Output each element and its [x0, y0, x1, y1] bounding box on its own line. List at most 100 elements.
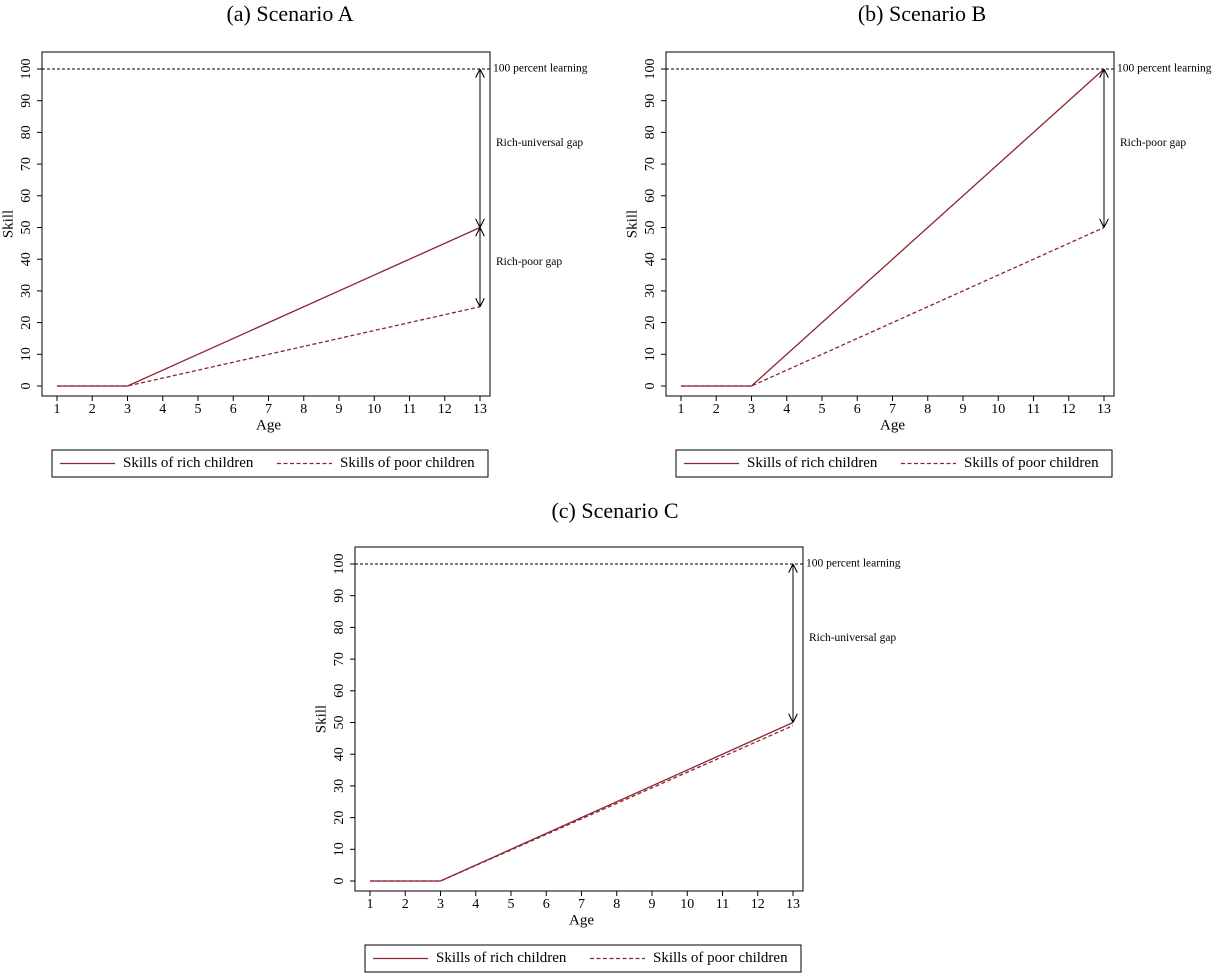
reference-label: 100 percent learning — [806, 558, 901, 570]
y-tick-label: 90 — [19, 94, 34, 108]
y-tick-label: 0 — [19, 383, 34, 390]
y-tick-label: 20 — [19, 316, 34, 330]
x-axis-label: Age — [880, 417, 905, 433]
gap-label: Rich-poor gap — [1120, 137, 1186, 149]
x-axis-label: Age — [569, 912, 594, 928]
x-tick-label: 12 — [1062, 402, 1076, 417]
y-tick-label: 50 — [332, 716, 347, 730]
x-tick-label: 1 — [367, 897, 374, 912]
x-tick-label: 6 — [854, 402, 861, 417]
plot-frame — [354, 546, 804, 892]
panel-title: (b) Scenario B — [858, 1, 986, 26]
y-tick-label: 30 — [332, 779, 347, 793]
series-line — [370, 721, 794, 882]
y-tick-label: 90 — [332, 589, 347, 603]
x-tick-label: 4 — [159, 402, 166, 417]
y-tick-label: 70 — [19, 157, 34, 171]
legend-box — [51, 449, 489, 478]
x-tick-label: 3 — [748, 402, 755, 417]
x-tick-label: 9 — [960, 402, 967, 417]
series-line — [57, 306, 481, 387]
x-tick-label: 6 — [230, 402, 237, 417]
gap-label: Rich-universal gap — [496, 137, 583, 149]
x-tick-label: 5 — [195, 402, 202, 417]
y-tick-label: 10 — [643, 347, 658, 361]
x-tick-label: 5 — [508, 897, 515, 912]
x-axis-label: Age — [256, 417, 281, 433]
x-tick-label: 13 — [473, 402, 487, 417]
reference-label: 100 percent learning — [493, 63, 588, 75]
x-tick-label: 13 — [1097, 402, 1111, 417]
x-tick-label: 2 — [89, 402, 96, 417]
y-tick-label: 60 — [332, 684, 347, 698]
x-tick-label: 11 — [1027, 402, 1040, 417]
x-tick-label: 9 — [336, 402, 343, 417]
y-tick-label: 40 — [332, 747, 347, 761]
series-line — [681, 226, 1105, 387]
y-tick-label: 80 — [332, 620, 347, 634]
y-tick-label: 50 — [643, 221, 658, 235]
x-tick-label: 11 — [716, 897, 729, 912]
x-tick-label: 8 — [300, 402, 307, 417]
x-tick-label: 10 — [367, 402, 381, 417]
x-tick-label: 8 — [924, 402, 931, 417]
x-tick-label: 7 — [889, 402, 896, 417]
x-tick-label: 9 — [649, 897, 656, 912]
y-tick-label: 100 — [19, 59, 34, 80]
y-tick-label: 30 — [19, 284, 34, 298]
x-tick-label: 1 — [54, 402, 61, 417]
legend-label: Skills of poor children — [964, 455, 1099, 471]
x-tick-label: 10 — [680, 897, 694, 912]
legend-label: Skills of poor children — [340, 455, 475, 471]
x-tick-label: 1 — [678, 402, 685, 417]
panel-title: (a) Scenario A — [226, 1, 353, 26]
y-tick-label: 10 — [19, 347, 34, 361]
x-tick-label: 3 — [124, 402, 131, 417]
y-tick-label: 10 — [332, 842, 347, 856]
y-axis-label: Skill — [0, 210, 16, 238]
panel-title: (c) Scenario C — [551, 498, 678, 523]
series-line — [370, 725, 794, 882]
x-tick-label: 2 — [713, 402, 720, 417]
x-tick-label: 11 — [403, 402, 416, 417]
x-tick-label: 5 — [819, 402, 826, 417]
y-tick-label: 90 — [643, 94, 658, 108]
y-axis-label: Skill — [624, 210, 640, 238]
plot-frame — [665, 51, 1115, 397]
x-tick-label: 3 — [437, 897, 444, 912]
y-tick-label: 40 — [19, 252, 34, 266]
legend-box — [675, 449, 1113, 478]
y-tick-label: 70 — [643, 157, 658, 171]
y-tick-label: 60 — [643, 189, 658, 203]
y-tick-label: 50 — [19, 221, 34, 235]
y-tick-label: 0 — [332, 878, 347, 885]
y-tick-label: 80 — [19, 125, 34, 139]
y-axis-label: Skill — [313, 705, 329, 733]
reference-label: 100 percent learning — [1117, 63, 1212, 75]
legend-label: Skills of rich children — [747, 455, 878, 471]
x-tick-label: 12 — [438, 402, 452, 417]
y-tick-label: 20 — [332, 811, 347, 825]
x-tick-label: 13 — [786, 897, 800, 912]
x-tick-label: 2 — [402, 897, 409, 912]
x-tick-label: 4 — [783, 402, 790, 417]
x-tick-label: 6 — [543, 897, 550, 912]
series-line — [57, 226, 481, 387]
plot-frame — [41, 51, 491, 397]
y-tick-label: 0 — [643, 383, 658, 390]
x-tick-label: 4 — [472, 897, 479, 912]
y-tick-label: 30 — [643, 284, 658, 298]
y-tick-label: 20 — [643, 316, 658, 330]
gap-label: Rich-poor gap — [496, 256, 562, 268]
y-tick-label: 70 — [332, 652, 347, 666]
legend-label: Skills of poor children — [653, 950, 788, 966]
x-tick-label: 12 — [751, 897, 765, 912]
series-line — [681, 68, 1105, 387]
legend-label: Skills of rich children — [436, 950, 567, 966]
y-tick-label: 80 — [643, 125, 658, 139]
x-tick-label: 7 — [578, 897, 585, 912]
